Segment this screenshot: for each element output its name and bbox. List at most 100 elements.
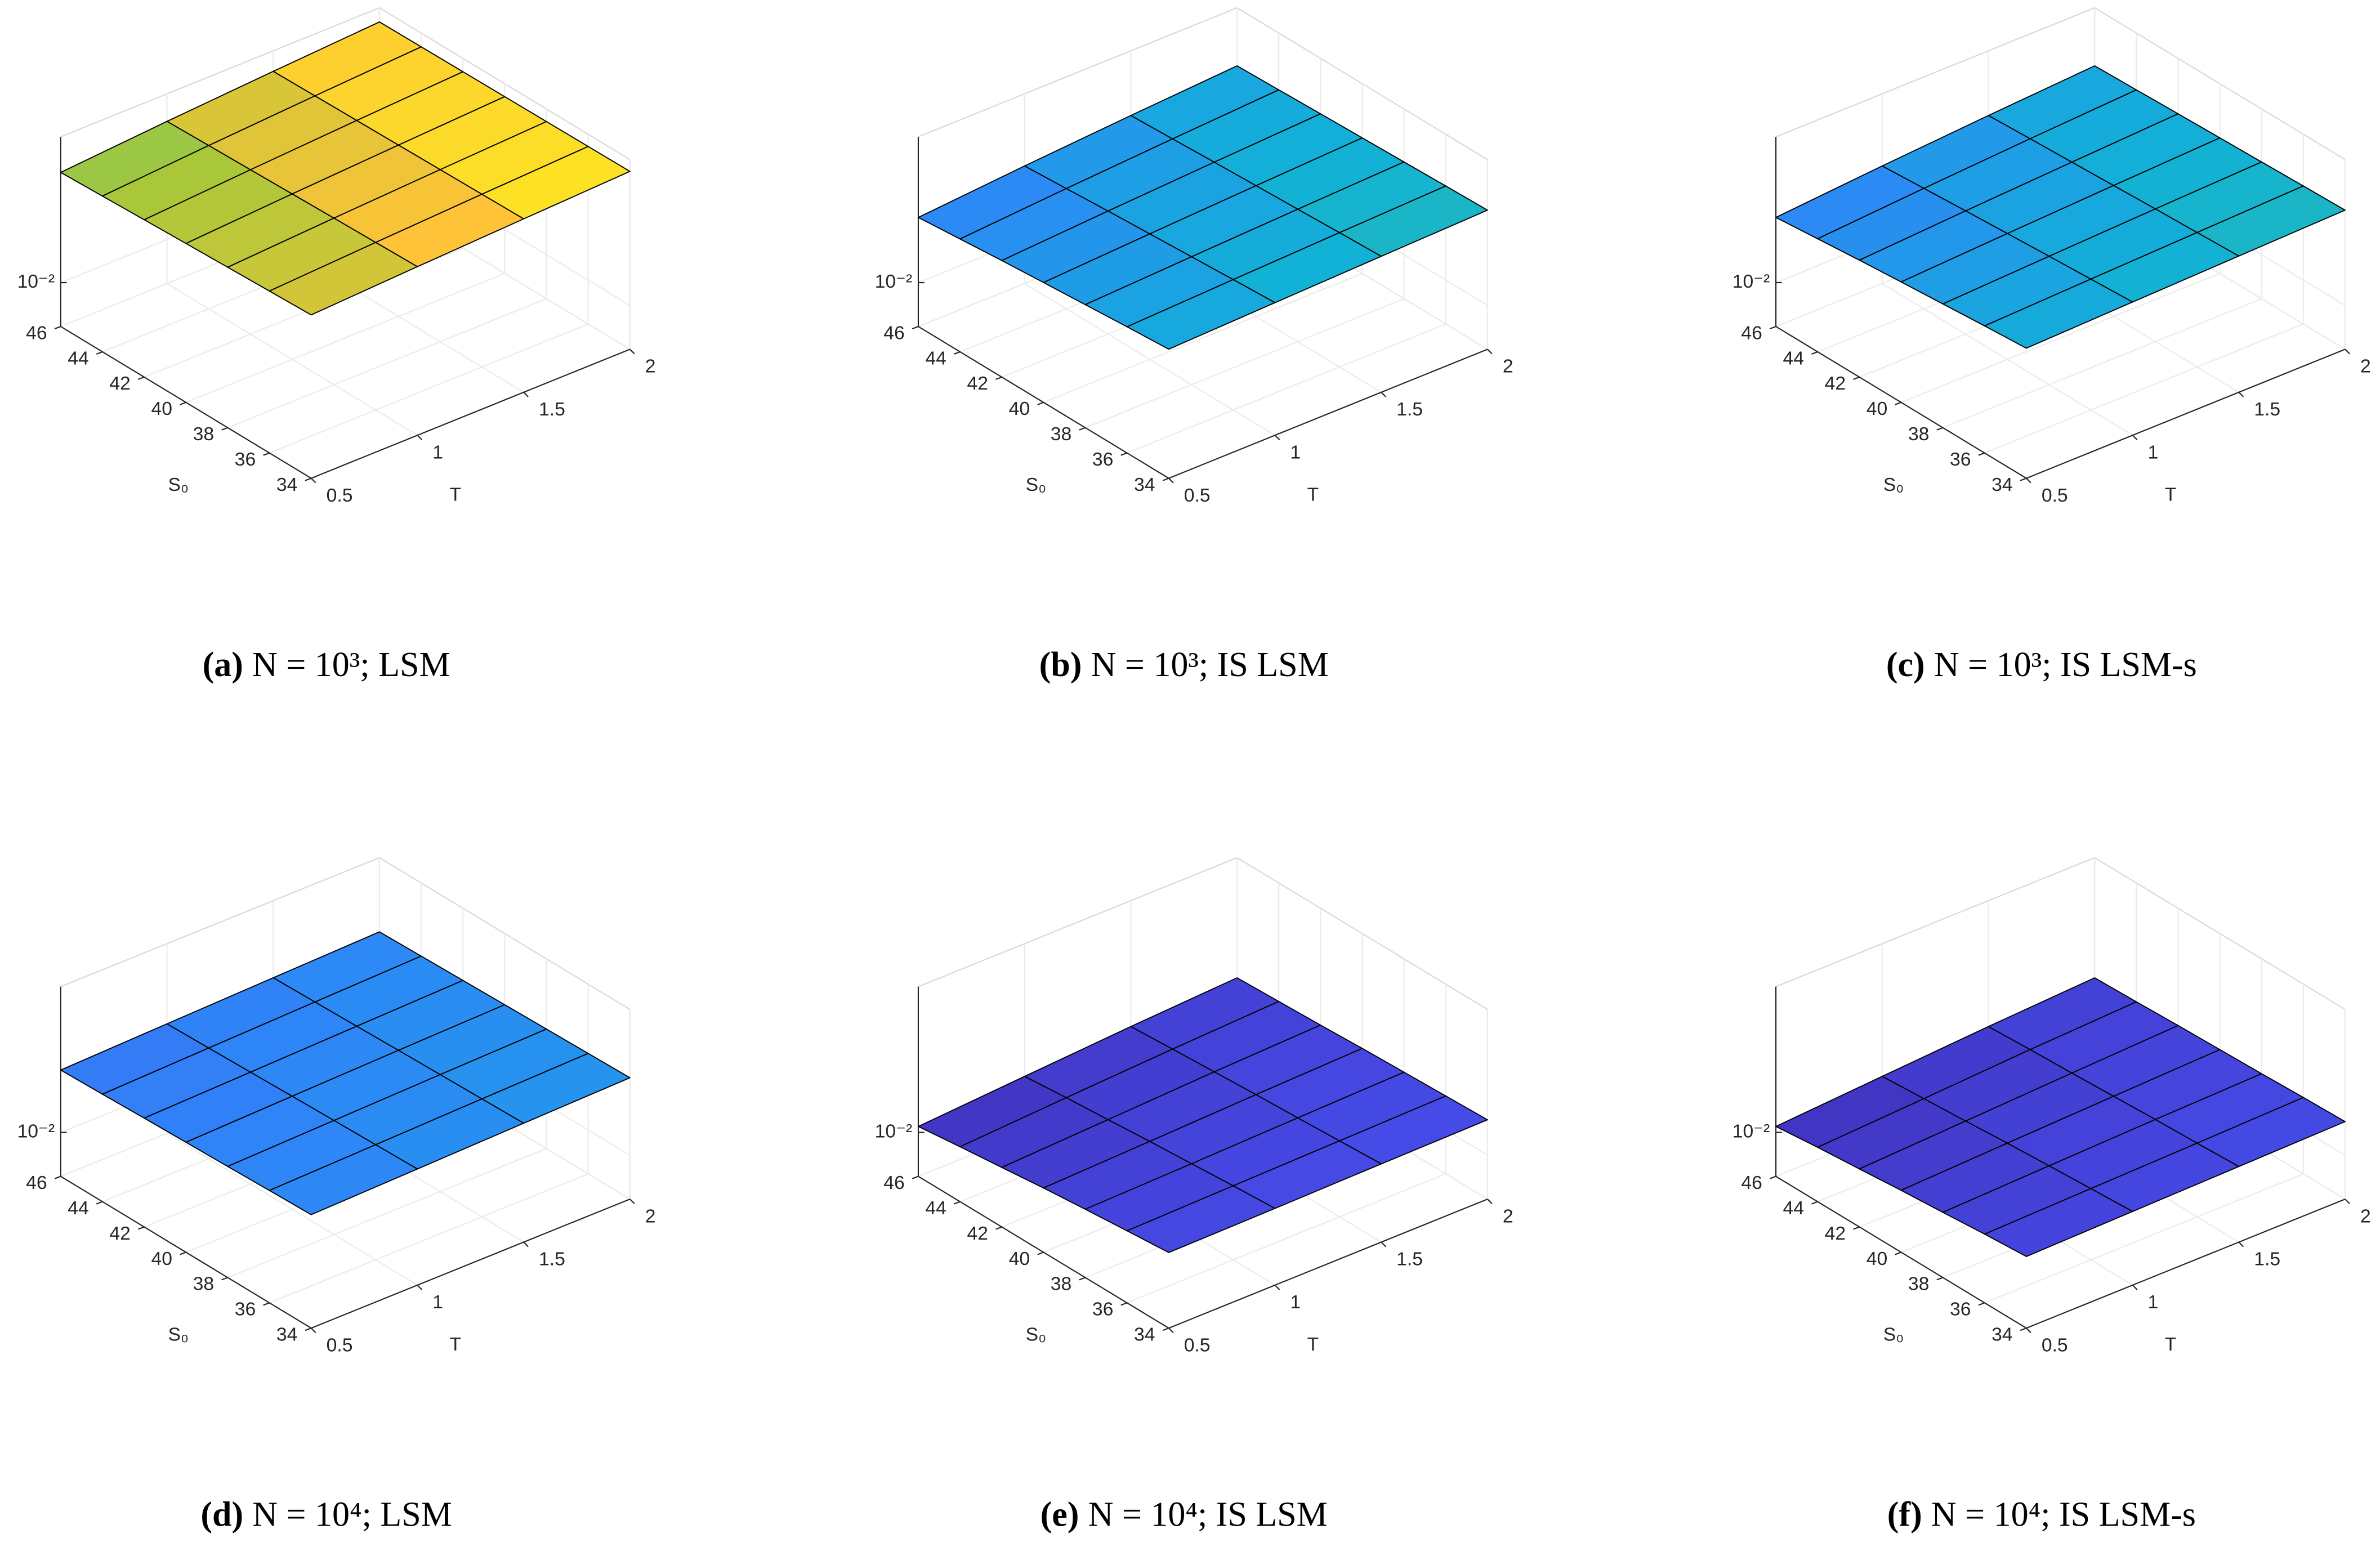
y-tick-label: 34 <box>1991 1325 2012 1345</box>
x-tick <box>523 1241 529 1248</box>
x-axis <box>311 348 631 479</box>
caption: N = 10⁴; IS LSM-s <box>1931 1495 2196 1533</box>
y-tick-label: 44 <box>68 1198 88 1219</box>
x-tick <box>310 1327 316 1334</box>
y-tick-label: 46 <box>1741 323 1762 343</box>
y-tick-label: 42 <box>109 373 130 394</box>
surface-face <box>1126 279 1276 350</box>
y-tick-label: 44 <box>1783 348 1803 369</box>
y-tick-label: 42 <box>1825 1223 1846 1244</box>
y-tick <box>1811 1201 1818 1205</box>
x-tick-label: 2 <box>645 1206 656 1227</box>
x-axis <box>1168 1199 1488 1329</box>
x-tick-label: 1 <box>2148 442 2159 463</box>
y-tick <box>1120 1302 1128 1306</box>
y-tick <box>221 1277 228 1281</box>
panel-label: (e) <box>1041 1495 1079 1533</box>
x-tick <box>1274 435 1280 441</box>
x-tick-label: 0.5 <box>327 485 353 506</box>
x-tick <box>1381 1241 1387 1248</box>
surface-face <box>1984 278 2133 349</box>
x-axis <box>2026 1199 2346 1329</box>
z-tick-label: 10⁻² <box>17 271 55 292</box>
x-tick <box>2345 1199 2350 1204</box>
x-axis-label: T <box>449 484 461 505</box>
grid-line <box>227 959 547 1278</box>
y-tick-label: 40 <box>1867 1249 1887 1269</box>
x-tick <box>2026 477 2031 484</box>
x-tick <box>310 477 316 484</box>
x-tick <box>2238 392 2244 397</box>
x-tick <box>2132 435 2138 441</box>
caption: N = 10³; LSM <box>252 646 450 684</box>
y-axis-label: S₀ <box>1883 475 1904 495</box>
y-axis-label: S₀ <box>1883 1325 1904 1345</box>
y-tick-label: 38 <box>193 1274 214 1295</box>
y-tick <box>912 1175 919 1179</box>
y-tick <box>1895 1251 1901 1255</box>
y-tick-label: 34 <box>1991 475 2012 495</box>
y-tick <box>221 427 228 431</box>
x-tick-label: 1.5 <box>539 399 565 420</box>
x-tick-label: 1.5 <box>2254 399 2280 420</box>
y-tick-label: 46 <box>883 323 904 343</box>
caption: N = 10³; IS LSM-s <box>1934 646 2197 684</box>
x-tick-label: 1.5 <box>1396 1249 1423 1270</box>
x-tick <box>2345 348 2350 355</box>
x-tick-label: 1 <box>2148 1292 2159 1313</box>
y-tick-label: 38 <box>1051 424 1071 445</box>
x-tick-label: 2 <box>2360 1206 2371 1227</box>
y-tick-label: 36 <box>1092 449 1113 470</box>
box-edge <box>60 7 380 138</box>
y-tick <box>54 325 61 330</box>
caption: N = 10⁴; LSM <box>252 1495 452 1533</box>
y-tick <box>2020 477 2027 481</box>
x-tick-label: 0.5 <box>1184 1335 1211 1356</box>
z-tick-label: 10⁻² <box>875 271 912 292</box>
y-axis-label: S₀ <box>1026 1325 1046 1345</box>
grid-line <box>269 134 589 454</box>
y-tick-label: 36 <box>235 449 256 470</box>
x-tick <box>417 1285 423 1290</box>
y-tick <box>137 1226 145 1230</box>
y-tick <box>180 1251 186 1255</box>
y-tick-label: 40 <box>1009 1249 1030 1269</box>
x-tick-label: 2 <box>1503 1206 1513 1227</box>
z-tick-label: 10⁻² <box>1732 1121 1770 1142</box>
x-tick <box>1487 348 1493 355</box>
y-tick-label: 46 <box>1741 1173 1762 1193</box>
y-tick <box>1978 452 1985 456</box>
x-axis <box>311 1199 631 1329</box>
y-tick <box>995 376 1002 380</box>
panel: 0.5 1 1.5 2 34 36 38 40 42 44 46 10⁻² S₀ T (b) N = 10³;… <box>875 7 1513 684</box>
x-axis <box>2026 348 2346 479</box>
y-tick-label: 46 <box>26 323 47 343</box>
y-tick-label: 36 <box>1092 1299 1113 1320</box>
y-tick-label: 46 <box>26 1173 47 1193</box>
x-tick <box>629 348 635 355</box>
x-tick <box>1381 392 1387 397</box>
y-tick <box>1769 325 1776 330</box>
y-tick <box>305 1327 312 1331</box>
y-tick-label: 42 <box>967 373 988 394</box>
y-axis-label: S₀ <box>168 1325 189 1345</box>
y-tick <box>1895 401 1901 405</box>
y-tick-label: 46 <box>883 1173 904 1193</box>
y-tick <box>2020 1327 2027 1331</box>
y-tick-label: 42 <box>109 1223 130 1244</box>
y-tick <box>1853 1226 1860 1230</box>
y-axis-label: S₀ <box>168 475 189 495</box>
y-tick <box>180 401 186 405</box>
y-axis-label: S₀ <box>1026 475 1046 495</box>
y-tick <box>912 325 919 330</box>
y-tick <box>137 376 145 380</box>
y-tick <box>1811 351 1818 355</box>
x-tick-label: 1.5 <box>1396 399 1423 420</box>
y-tick <box>1079 427 1086 431</box>
y-tick <box>263 452 270 456</box>
x-tick-label: 2 <box>645 356 656 377</box>
panel-label: (b) <box>1039 646 1082 684</box>
panel: 0.5 1 1.5 2 34 36 38 40 42 44 46 10⁻² S₀ T (e) N = 10⁴;… <box>875 857 1513 1533</box>
panel-label: (a) <box>203 646 243 684</box>
y-tick-label: 44 <box>1783 1198 1803 1219</box>
